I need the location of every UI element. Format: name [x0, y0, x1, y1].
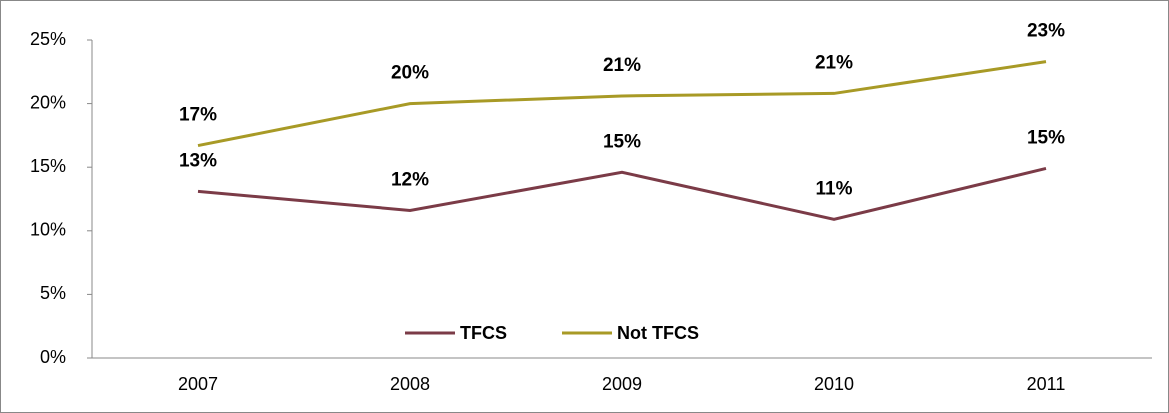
data-label: 15% [1027, 127, 1065, 148]
data-label: 21% [815, 52, 853, 73]
data-label: 17% [179, 105, 217, 126]
data-label: 11% [816, 178, 853, 199]
data-label: 20% [391, 63, 429, 84]
data-label: 15% [603, 131, 641, 152]
legend-label: Not TFCS [617, 323, 699, 343]
series-line [197, 60, 1047, 148]
data-label: 21% [603, 55, 641, 76]
x-tick-label: 2007 [178, 374, 218, 394]
legend-label: TFCS [460, 323, 507, 343]
y-tick-label: 25% [30, 29, 66, 49]
y-tick-label: 5% [40, 283, 66, 303]
x-tick-label: 2010 [814, 374, 854, 394]
data-label: 12% [391, 169, 429, 190]
y-tick-label: 15% [30, 156, 66, 176]
y-tick-label: 20% [30, 92, 66, 112]
x-tick-label: 2009 [602, 374, 642, 394]
x-tick-label: 2011 [1027, 374, 1066, 394]
data-label: 23% [1027, 21, 1065, 42]
x-tick-label: 2008 [390, 374, 430, 394]
data-label: 13% [179, 150, 217, 171]
y-tick-label: 10% [30, 220, 66, 240]
y-tick-label: 0% [40, 347, 66, 367]
series-line [197, 167, 1047, 221]
